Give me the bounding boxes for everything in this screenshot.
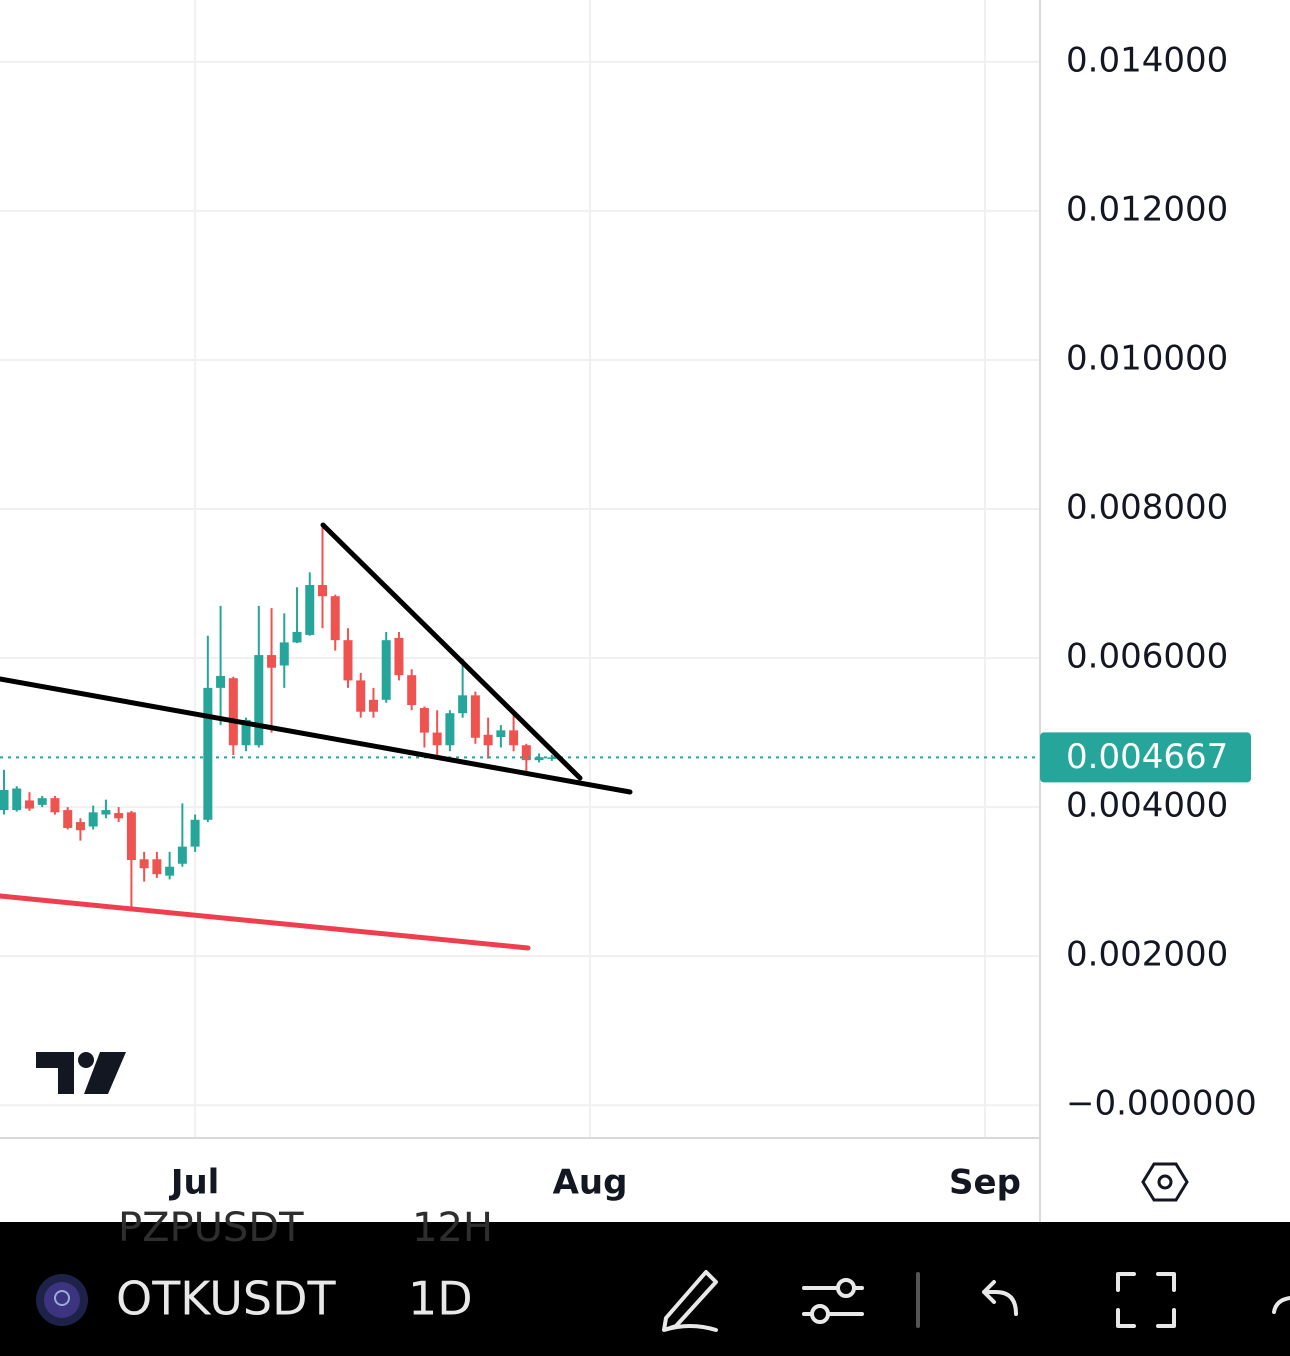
candle-body: [114, 813, 124, 819]
candle-body: [24, 800, 34, 809]
trendline: [320, 522, 583, 781]
draw-icon[interactable]: [662, 1270, 718, 1332]
candle-body: [419, 707, 429, 733]
candle-body: [216, 675, 226, 688]
y-tick-label: −0.000000: [1066, 1084, 1257, 1124]
trendline: [0, 676, 633, 795]
candle-body: [292, 631, 302, 643]
y-tick-label: 0.004000: [1066, 786, 1228, 826]
candle-body: [165, 866, 175, 876]
last-price-label: 0.004667: [1066, 737, 1228, 777]
candle-body: [445, 713, 455, 746]
candle-body: [152, 859, 162, 875]
candle-body: [305, 585, 315, 635]
x-tick-label: Sep: [949, 1163, 1021, 1203]
ghost-symbol: PZPUSDT: [118, 1205, 304, 1251]
trendline: [0, 893, 531, 951]
candle-body: [177, 846, 187, 864]
candle-body: [458, 695, 468, 714]
undo-icon[interactable]: [982, 1280, 1018, 1316]
candle-body: [279, 642, 289, 666]
candle-body: [330, 596, 340, 641]
candle-body: [432, 732, 442, 746]
x-tick-label: Aug: [553, 1163, 628, 1203]
candle-body: [126, 812, 136, 861]
candle-body: [50, 798, 60, 813]
y-tick-label: 0.010000: [1066, 338, 1228, 378]
candle-body: [394, 637, 404, 676]
candle-body: [267, 655, 277, 668]
candle-body: [75, 822, 85, 831]
candle-body: [37, 798, 47, 805]
more-icon[interactable]: [1272, 1296, 1290, 1314]
toolbar: [0, 1222, 1290, 1356]
candle-body: [509, 730, 519, 746]
y-tick-label: 0.006000: [1066, 637, 1228, 677]
candle-body: [12, 788, 22, 811]
ghost-interval: 12H: [412, 1205, 493, 1251]
fullscreen-icon[interactable]: [1116, 1272, 1176, 1328]
candle-body: [254, 655, 264, 746]
indicators-icon[interactable]: [802, 1278, 864, 1324]
candle-body: [0, 789, 9, 811]
settings-icon[interactable]: [1141, 1162, 1189, 1202]
y-tick-label: 0.012000: [1066, 189, 1228, 229]
candle-body: [63, 810, 73, 828]
candle-body: [534, 757, 544, 761]
y-tick-label: 0.002000: [1066, 935, 1228, 975]
candle-body: [547, 757, 557, 759]
candle-body: [381, 640, 391, 700]
y-tick-label: 0.008000: [1066, 488, 1228, 528]
candle-body: [521, 745, 531, 761]
candle-body: [241, 719, 251, 746]
candles: [0, 523, 1040, 912]
grid: [0, 0, 1040, 1138]
candle-body: [368, 699, 378, 712]
candle-body: [228, 678, 238, 746]
candle-body: [88, 812, 98, 827]
candle-body: [139, 859, 149, 869]
candle-body: [496, 730, 506, 738]
candle-body: [343, 640, 353, 681]
toolbar-icons: [662, 1270, 1290, 1332]
candle-body: [483, 734, 493, 746]
candle-body: [101, 810, 111, 815]
candle-body: [470, 695, 480, 738]
interval[interactable]: 1D: [408, 1272, 473, 1326]
x-tick-label: Jul: [169, 1163, 220, 1203]
last-price-box: [1040, 732, 1251, 783]
candle-body: [407, 675, 417, 706]
tradingview-logo: [36, 1052, 126, 1094]
candle-body: [318, 585, 327, 597]
axes: 0.014000 0.012000 0.010000 0.008000 0.006000…: [169, 40, 1257, 1202]
symbol-icon[interactable]: [36, 1274, 88, 1326]
y-tick-label: 0.014000: [1066, 40, 1228, 80]
candle-body: [356, 680, 366, 712]
candle-body: [190, 819, 200, 847]
candle-body: [203, 687, 213, 820]
symbol[interactable]: OTKUSDT: [116, 1272, 337, 1326]
